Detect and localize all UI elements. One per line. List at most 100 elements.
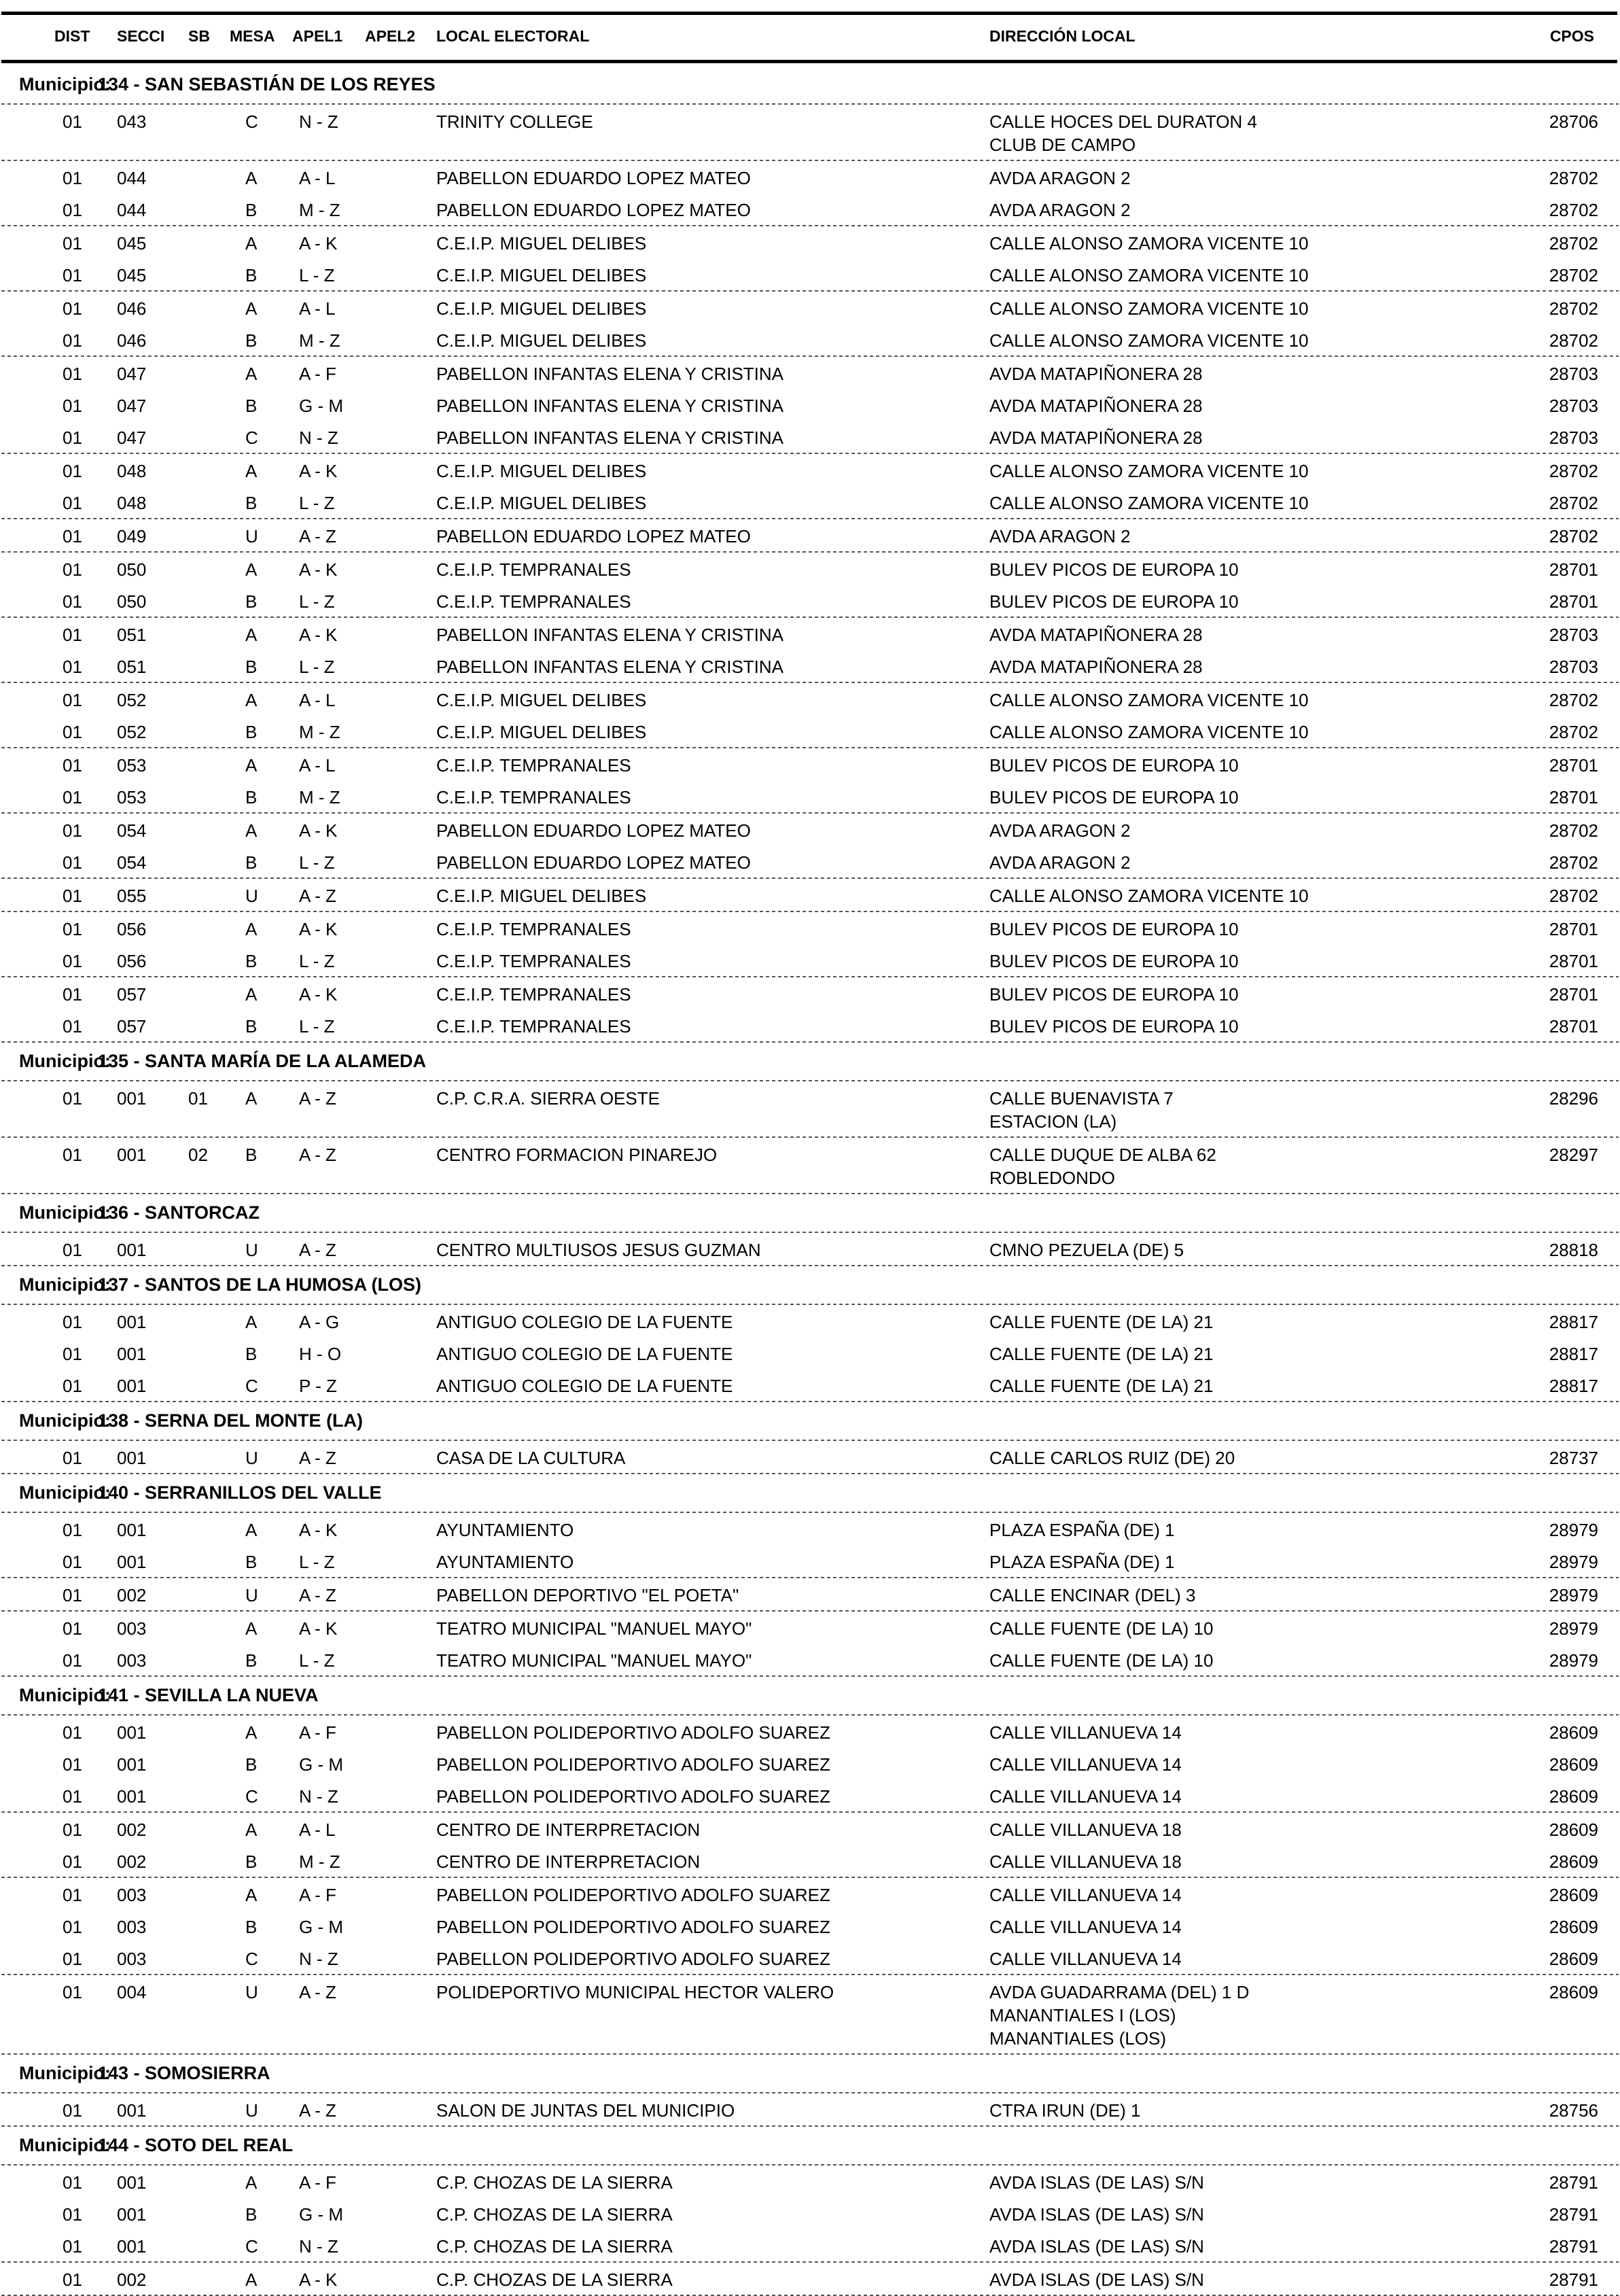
cell-local: C.E.I.P. MIGUEL DELIBES [436,298,647,319]
cell-apel: A - Z [299,1982,336,2002]
cell-dist: 01 [63,168,82,188]
col-secci: SECCI [117,27,165,45]
address-line: BULEV PICOS DE EUROPA 10 [989,1016,1239,1037]
cell-dist: 01 [63,461,82,481]
municipio-header: Municipio: 141 - SEVILLA LA NUEVA [0,1677,1620,1714]
municipio-name: 135 - SANTA MARÍA DE LA ALAMEDA [98,1051,427,1071]
municipio-header: Municipio: 140 - SERRANILLOS DEL VALLE [0,1474,1620,1512]
cell-secci: 054 [117,852,147,873]
dotted-separator [1,2053,1619,2055]
cell-cpos: 28702 [1549,493,1598,513]
dotted-separator [1,1877,1619,1878]
cell-direccion: CALLE VILLANUEVA 14 [989,1721,1182,1744]
cell-direccion: CALLE HOCES DEL DURATON 4 CLUB DE CAMPO [989,110,1257,156]
cell-secci: 003 [117,1650,147,1671]
cell-mesa: C [245,111,258,132]
cell-mesa: A [245,1312,258,1332]
cell-mesa: B [245,200,258,220]
cell-direccion: CALLE ALONSO ZAMORA VICENTE 10 [989,232,1309,255]
dotted-separator [1,225,1619,226]
cell-dist: 01 [63,1585,82,1605]
cell-cpos: 28609 [1549,1820,1598,1840]
dotted-separator [1,911,1619,912]
cell-secci: 001 [117,1312,147,1332]
cell-dist: 01 [63,755,82,776]
cell-secci: 052 [117,722,147,742]
municipio-name: 140 - SERRANILLOS DEL VALLE [98,1482,382,1503]
cell-local: C.P. CHOZAS DE LA SIERRA [436,2236,673,2257]
cell-local: C.E.I.P. TEMPRANALES [436,984,631,1005]
dotted-separator [1,616,1619,618]
cell-local: C.E.I.P. TEMPRANALES [436,787,631,807]
cell-apel: L - Z [299,591,335,612]
cell-mesa: B [245,657,258,677]
dotted-separator [1,518,1619,519]
municipio-header: Municipio: 137 - SANTOS DE LA HUMOSA (LOS… [0,1266,1620,1304]
cell-mesa: A [245,820,258,841]
cell-dist: 01 [63,1982,82,2002]
cell-local: TRINITY COLLEGE [436,111,593,132]
cell-apel: A - K [299,461,338,481]
cell-dist: 01 [63,1552,82,1572]
dotted-separator [1,2164,1619,2165]
cell-dist: 01 [63,919,82,939]
cell-sb: 02 [188,1145,208,1165]
cell-direccion: AVDA ARAGON 2 [989,819,1131,842]
cell-mesa: B [245,1016,258,1037]
cell-direccion: PLAZA ESPAÑA (DE) 1 [989,1550,1175,1573]
address-line: CALLE ALONSO ZAMORA VICENTE 10 [989,886,1309,906]
cell-local: SALON DE JUNTAS DEL MUNICIPIO [436,2100,735,2121]
address-line: CALLE ALONSO ZAMORA VICENTE 10 [989,461,1309,481]
address-line: AVDA MATAPIÑONERA 28 [989,396,1203,416]
cell-mesa: B [245,1145,258,1165]
cell-mesa: U [245,886,258,906]
table-row: 01 057 B L - Z C.E.I.P. TEMPRANALES BULEV PIC… [0,1009,1620,1041]
cell-cpos: 28702 [1549,168,1598,188]
cell-local: C.P. CHOZAS DE LA SIERRA [436,2204,673,2225]
cell-cpos: 28701 [1549,984,1598,1005]
cell-local: PABELLON INFANTAS ELENA Y CRISTINA [436,364,784,384]
cell-mesa: B [245,265,258,285]
cell-apel: A - K [299,984,338,1005]
cell-direccion: CALLE ALONSO ZAMORA VICENTE 10 [989,264,1309,287]
cell-direccion: CALLE ALONSO ZAMORA VICENTE 10 [989,720,1309,744]
cell-apel: A - L [299,168,336,188]
cell-secci: 050 [117,559,147,580]
table-row: 01 046 B M - Z C.E.I.P. MIGUEL DELIBES CALLE … [0,324,1620,355]
cell-direccion: AVDA ARAGON 2 [989,851,1131,874]
cell-dist: 01 [63,984,82,1005]
cell-secci: 002 [117,2269,147,2290]
dotted-separator [1,1041,1619,1043]
municipio-label: Municipio: [19,2063,111,2083]
cell-local: C.E.I.P. MIGUEL DELIBES [436,461,647,481]
cell-apel: A - L [299,690,336,710]
cell-mesa: B [245,852,258,873]
cell-cpos: 28609 [1549,1885,1598,1905]
cell-direccion: CALLE FUENTE (DE LA) 21 [989,1342,1213,1366]
cell-mesa: A [245,364,258,384]
cell-cpos: 28609 [1549,1754,1598,1775]
cell-local: C.P. CHOZAS DE LA SIERRA [436,2172,673,2193]
address-line: CLUB DE CAMPO [989,135,1136,155]
cell-apel: A - F [299,364,336,384]
cell-dist: 01 [63,526,82,546]
cell-apel: N - Z [299,1949,338,1969]
cell-local: C.E.I.P. MIGUEL DELIBES [436,493,647,513]
cell-dist: 01 [63,1016,82,1037]
cell-cpos: 28979 [1549,1552,1598,1572]
table-row: 01 043 C N - Z TRINITY COLLEGE CALLE HOCES DE… [0,105,1620,160]
table-row: 01 004 U A - Z POLIDEPORTIVO MUNICIPAL HECTO… [0,1975,1620,2053]
col-cpos: CPOS [1549,27,1594,45]
table-row: 01 001 B G - M PABELLON POLIDEPORTIVO ADOLFO… [0,1747,1620,1779]
cell-apel: N - Z [299,2236,338,2257]
cell-dist: 01 [63,396,82,416]
municipio-label: Municipio: [19,1482,111,1503]
cell-local: AYUNTAMIENTO [436,1552,574,1572]
dotted-separator [1,290,1619,292]
municipio-label: Municipio: [19,2135,111,2155]
cell-secci: 047 [117,396,147,416]
cell-mesa: A [245,984,258,1005]
table-row: 01 045 A A - K C.E.I.P. MIGUEL DELIBES CALLE … [0,226,1620,258]
cell-cpos: 28702 [1549,722,1598,742]
cell-apel: A - G [299,1312,340,1332]
